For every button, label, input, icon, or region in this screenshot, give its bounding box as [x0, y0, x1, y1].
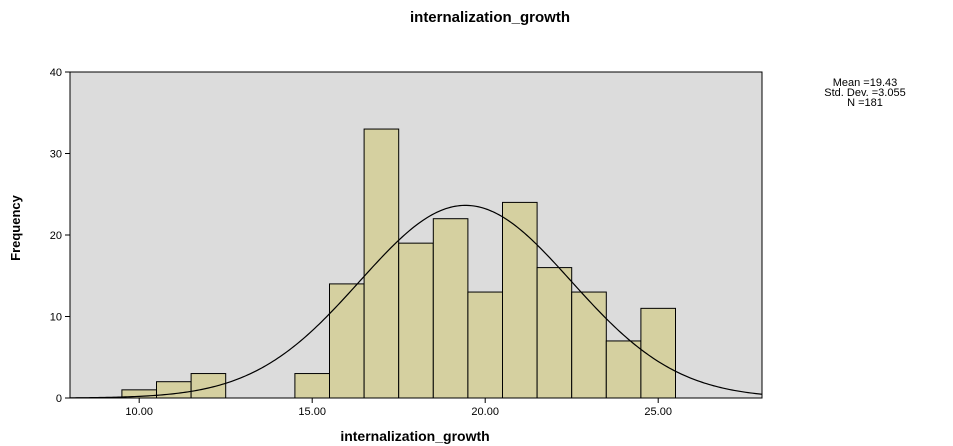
- y-tick-label: 20: [50, 230, 62, 242]
- x-tick-label: 10.00: [125, 406, 153, 418]
- y-tick-label: 10: [50, 312, 62, 324]
- x-tick-label: 15.00: [298, 406, 326, 418]
- histogram-bar: [605, 340, 642, 399]
- y-tick-label: 0: [56, 393, 62, 405]
- histogram-bar: [571, 291, 607, 399]
- stat-mean: Mean =19.43: [833, 77, 898, 89]
- x-axis-label: internalization_growth: [340, 428, 489, 444]
- histogram-bar: [156, 381, 192, 399]
- histogram-bar: [502, 201, 538, 399]
- x-tick-label: 20.00: [471, 406, 499, 418]
- histogram-bar: [294, 373, 330, 399]
- histogram-bar: [329, 283, 365, 399]
- x-tick-label: 25.00: [644, 406, 672, 418]
- stat-std-dev: Std. Dev. =3.055: [824, 87, 905, 99]
- histogram-bar: [467, 291, 503, 399]
- y-axis-label: Frequency: [8, 194, 23, 261]
- histogram-bars: [121, 128, 677, 399]
- histogram-bar: [398, 242, 434, 399]
- stats-box: Mean =19.43 Std. Dev. =3.055 N =181: [824, 77, 905, 109]
- histogram-bar: [190, 373, 227, 399]
- stat-n: N =181: [847, 97, 883, 109]
- histogram-bar: [363, 128, 400, 399]
- histogram-bar: [432, 218, 469, 399]
- histogram-bar: [536, 267, 573, 399]
- y-tick-label: 40: [50, 67, 62, 79]
- y-axis: 0 10 20 30 40: [50, 67, 70, 405]
- normal-curve: [69, 204, 763, 399]
- y-tick-label: 30: [50, 149, 62, 161]
- x-axis: 10.00 15.00 20.00 25.00: [125, 398, 672, 418]
- chart-title: internalization_growth: [410, 9, 570, 26]
